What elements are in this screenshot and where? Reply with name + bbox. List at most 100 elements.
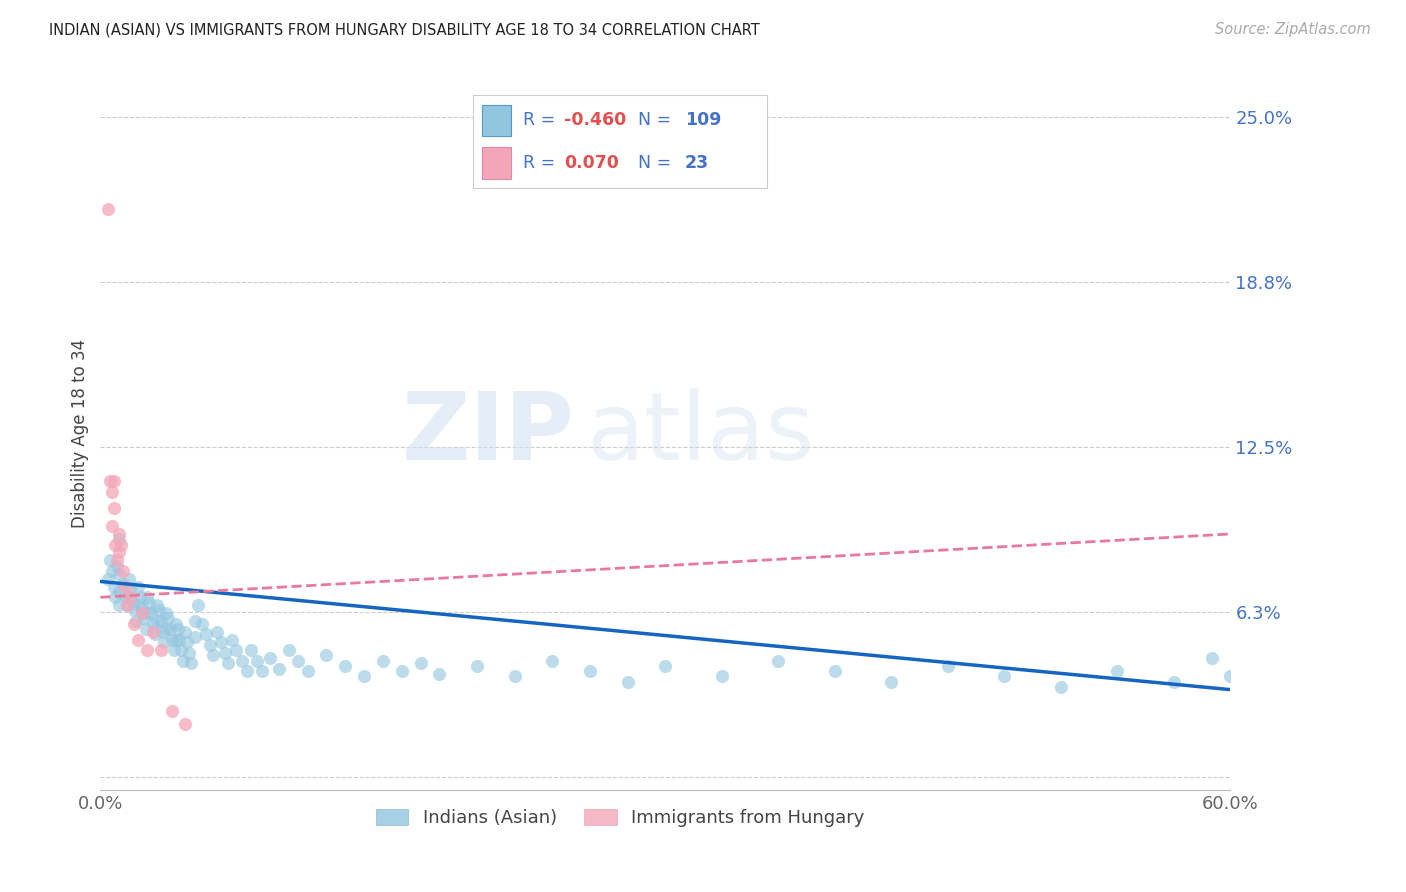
Point <box>138 596 160 610</box>
Point <box>209 635 232 649</box>
Point <box>710 669 733 683</box>
Point <box>391 664 413 678</box>
Point <box>142 616 165 631</box>
Point <box>100 484 122 499</box>
Point <box>177 646 200 660</box>
Point <box>114 580 136 594</box>
Point <box>824 664 846 678</box>
Point <box>108 545 131 559</box>
Point <box>231 654 253 668</box>
Point <box>169 632 191 647</box>
Point <box>1201 651 1223 665</box>
Text: ZIP: ZIP <box>402 388 575 480</box>
Point <box>205 624 228 639</box>
Point <box>149 643 172 657</box>
Point <box>120 591 142 605</box>
Point <box>183 630 205 644</box>
Point <box>104 591 127 605</box>
Point <box>429 666 451 681</box>
Point <box>335 659 357 673</box>
Point <box>127 632 149 647</box>
Point <box>155 606 177 620</box>
Point <box>1050 680 1073 694</box>
Point <box>143 627 166 641</box>
Point <box>100 519 122 533</box>
Point <box>117 591 139 605</box>
Point <box>136 643 159 657</box>
Point <box>108 585 131 599</box>
Point <box>111 577 134 591</box>
Point <box>149 614 172 628</box>
Point <box>246 654 269 668</box>
Point <box>142 624 165 639</box>
Point <box>135 622 157 636</box>
Point <box>97 202 120 217</box>
Point <box>132 611 155 625</box>
Point <box>936 659 959 673</box>
Point <box>654 659 676 673</box>
Point <box>214 646 236 660</box>
Point <box>315 648 337 663</box>
Point <box>152 624 174 639</box>
Point <box>103 500 125 515</box>
Point <box>269 661 291 675</box>
Point <box>165 632 187 647</box>
Point <box>108 598 131 612</box>
Point <box>194 627 217 641</box>
Point <box>217 657 239 671</box>
Point <box>159 622 181 636</box>
Point <box>98 553 121 567</box>
Point <box>503 669 526 683</box>
Point <box>103 580 125 594</box>
Point <box>221 632 243 647</box>
Point <box>114 588 136 602</box>
Point <box>160 704 183 718</box>
Point <box>122 616 145 631</box>
Point <box>202 648 225 663</box>
Point <box>166 622 188 636</box>
Point <box>125 614 148 628</box>
Point <box>880 674 903 689</box>
Point <box>148 603 170 617</box>
Point <box>163 643 186 657</box>
Point <box>146 614 169 628</box>
Point <box>157 611 180 625</box>
Point <box>174 624 197 639</box>
Point <box>131 606 153 620</box>
Point <box>136 591 159 605</box>
Point <box>541 654 564 668</box>
Point <box>240 643 263 657</box>
Point <box>115 598 138 612</box>
Text: INDIAN (ASIAN) VS IMMIGRANTS FROM HUNGARY DISABILITY AGE 18 TO 34 CORRELATION CH: INDIAN (ASIAN) VS IMMIGRANTS FROM HUNGAR… <box>49 22 761 37</box>
Point <box>616 674 638 689</box>
Point <box>170 643 193 657</box>
Point <box>1107 664 1129 678</box>
Y-axis label: Disability Age 18 to 34: Disability Age 18 to 34 <box>72 339 89 528</box>
Point <box>287 654 309 668</box>
Point <box>115 598 138 612</box>
Point <box>993 669 1015 683</box>
Legend: Indians (Asian), Immigrants from Hungary: Indians (Asian), Immigrants from Hungary <box>368 802 872 834</box>
Text: Source: ZipAtlas.com: Source: ZipAtlas.com <box>1215 22 1371 37</box>
Point <box>371 654 394 668</box>
Point <box>129 591 152 605</box>
Point <box>465 659 488 673</box>
Point <box>136 606 159 620</box>
Point <box>111 564 134 578</box>
Point <box>180 657 202 671</box>
Point <box>120 582 142 597</box>
Point <box>153 635 176 649</box>
Point <box>121 593 143 607</box>
Point <box>1219 669 1241 683</box>
Point <box>155 622 177 636</box>
Text: atlas: atlas <box>586 388 814 480</box>
Point <box>105 558 128 573</box>
Point <box>183 614 205 628</box>
Point <box>236 664 259 678</box>
Point <box>353 669 375 683</box>
Point <box>225 643 247 657</box>
Point <box>100 564 122 578</box>
Point <box>409 657 432 671</box>
Point <box>146 598 169 612</box>
Point <box>579 664 602 678</box>
